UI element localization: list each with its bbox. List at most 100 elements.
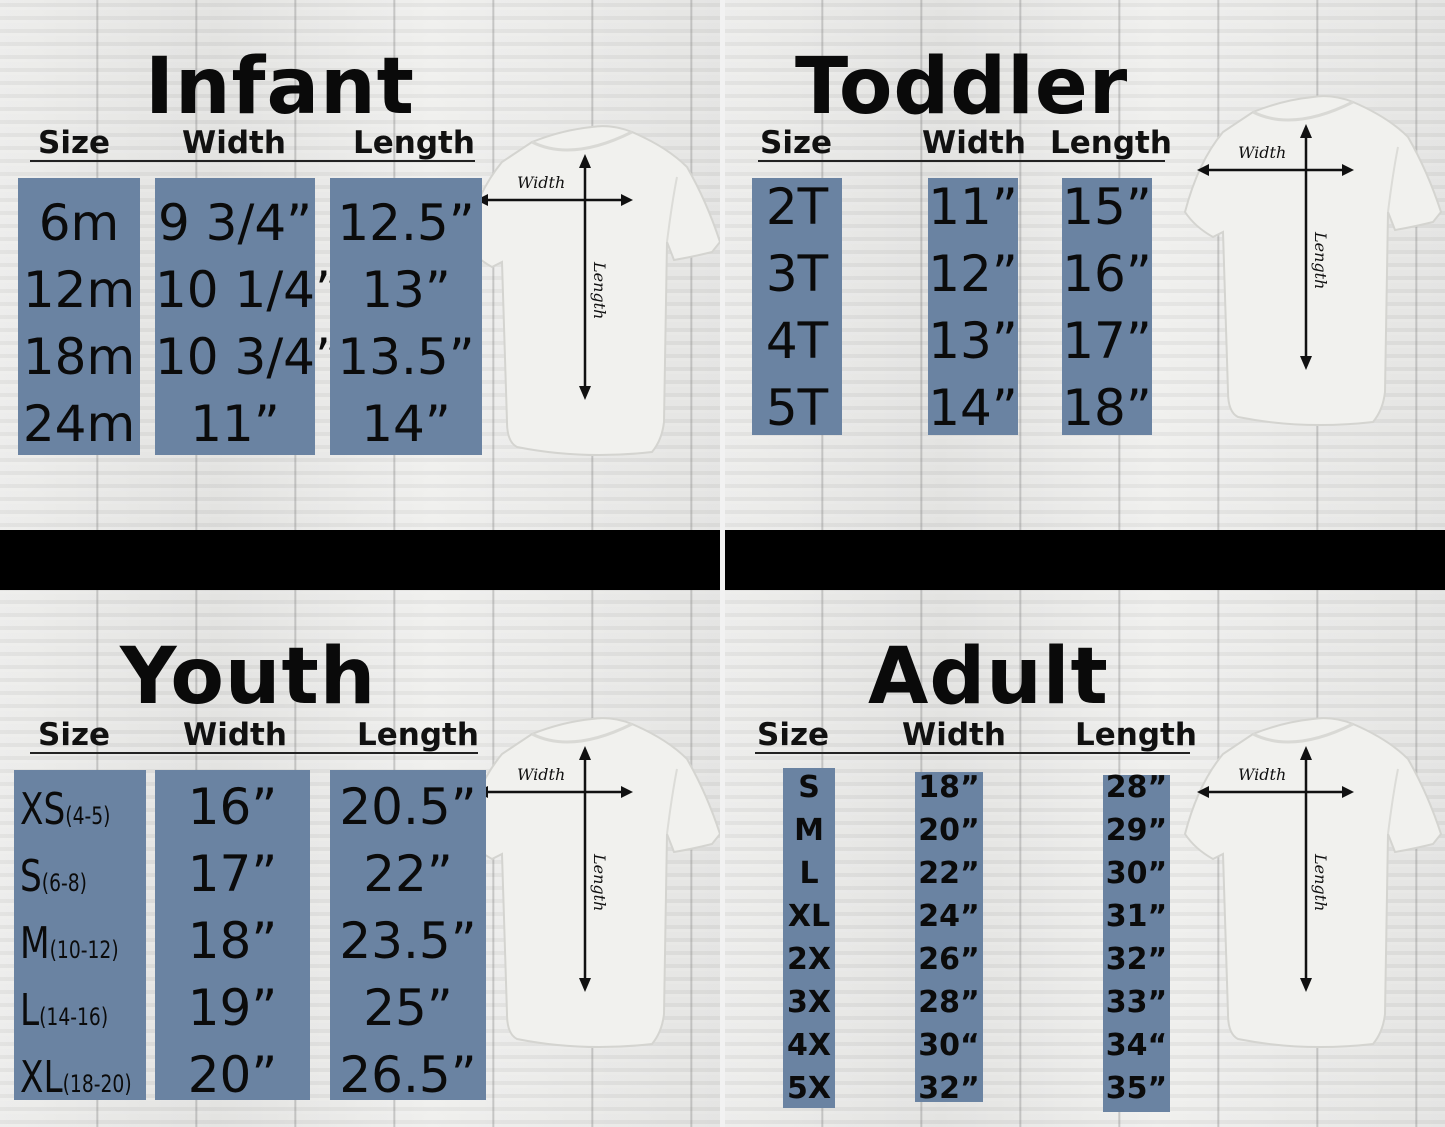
length-value: 13” [361, 261, 451, 319]
length-value: 12.5” [337, 194, 475, 252]
toddler-panel: Toddler Size Width Length Width Length 2T 3T… [725, 0, 1445, 530]
cell-width: 16” [155, 782, 310, 832]
header-length: Length [353, 125, 475, 161]
cell-width: 13” [928, 316, 1018, 366]
cell-length: 28” [1103, 773, 1170, 803]
lengths-column: 15” 16” 17” 18” [1062, 178, 1152, 435]
length-label: Length [1311, 231, 1330, 289]
length-value: 28” [1105, 770, 1168, 805]
cell-size: 5T [752, 383, 842, 433]
cell-size: S [783, 773, 835, 803]
cell-width: 11” [928, 182, 1018, 232]
length-value: 35” [1105, 1071, 1168, 1106]
sizes-column: 2T 3T 4T 5T [752, 178, 842, 435]
cell-length: 31” [1103, 902, 1170, 932]
width-value: 9 3/4” [157, 194, 313, 252]
width-value: 13” [928, 312, 1018, 370]
width-label: Width [517, 173, 565, 192]
cell-size: M(10-12) [20, 916, 119, 969]
header-length: Length [1050, 125, 1172, 161]
tshirt-diagram: Width Length [1183, 717, 1443, 1049]
cell-width: 20” [155, 1050, 310, 1100]
lengths-column: 20.5” 22” 23.5” 25” 26.5” [330, 770, 486, 1100]
cell-size: 3X [783, 988, 835, 1018]
size-value: 24m [22, 395, 136, 453]
size-value: 6m [38, 194, 120, 252]
cell-length: 15” [1062, 182, 1152, 232]
cell-length: 22” [330, 849, 486, 899]
size-value: 18m [22, 328, 136, 386]
widths-column: 16” 17” 18” 19” 20” [155, 770, 310, 1100]
cell-length: 30” [1103, 859, 1170, 889]
sizes-column: 6m 12m 18m 24m [18, 178, 140, 455]
tshirt-image: Width Length [1183, 92, 1445, 436]
cell-width: 28” [915, 988, 983, 1018]
size-value: 3X [786, 985, 831, 1020]
cell-size: 3T [752, 249, 842, 299]
cell-length: 35” [1103, 1074, 1170, 1104]
cell-width: 11” [155, 399, 315, 449]
tshirt-diagram: Width Length [462, 717, 720, 1049]
header-underline [30, 160, 475, 162]
tshirt-diagram: Width Length [462, 125, 720, 457]
width-value: 10 3/4” [155, 328, 341, 386]
cell-size: L [783, 859, 835, 889]
size-range: (6-8) [41, 869, 87, 897]
width-value: 30“ [918, 1028, 980, 1063]
length-value: 30” [1105, 856, 1168, 891]
width-value: 10 1/4” [155, 261, 341, 319]
width-value: 18” [187, 912, 278, 970]
length-label: Length [590, 853, 609, 911]
cell-width: 10 1/4” [155, 265, 341, 315]
header-size: Size [38, 717, 111, 753]
cell-length: 13.5” [330, 332, 482, 382]
cell-length: 20.5” [330, 782, 486, 832]
size-value: XL [20, 1052, 63, 1103]
infant-panel: Infant Size Width Length Width Length 6m 12m… [0, 0, 720, 530]
size-value: L [799, 856, 819, 891]
cell-length: 23.5” [330, 916, 486, 966]
width-label: Width [517, 765, 565, 784]
length-value: 15” [1062, 178, 1152, 236]
vertical-divider [720, 0, 725, 1127]
lengths-column: 28” 29” 30” 31” 32” 33” 34“ 35” [1103, 773, 1170, 1112]
length-label: Length [590, 261, 609, 319]
size-value: XS [20, 784, 66, 835]
tshirt-diagram: Width Length [1183, 95, 1443, 427]
length-value: 14” [361, 395, 451, 453]
header-underline [30, 752, 478, 754]
cell-width: 14” [928, 383, 1018, 433]
width-value: 20” [918, 813, 980, 848]
length-value: 34“ [1105, 1028, 1168, 1063]
cell-length: 18” [1062, 383, 1152, 433]
length-value: 18” [1062, 379, 1152, 437]
cell-width: 9 3/4” [155, 198, 315, 248]
cell-length: 13” [330, 265, 482, 315]
size-value: S [20, 851, 42, 902]
size-range: (4-5) [65, 802, 111, 830]
cell-length: 17” [1062, 316, 1152, 366]
widths-column: 18” 20” 22” 24” 26” 28” 30“ 32” [915, 772, 983, 1104]
youth-title: Youth [120, 632, 377, 722]
length-value: 33” [1105, 985, 1168, 1020]
length-value: 29” [1105, 813, 1168, 848]
cell-width: 24” [915, 902, 983, 932]
width-label: Width [1238, 143, 1286, 162]
widths-column: 9 3/4” 10 1/4” 10 3/4” 11” [155, 178, 341, 455]
cell-length: 12.5” [330, 198, 482, 248]
header-size: Size [757, 717, 830, 753]
size-value: 5T [765, 379, 829, 437]
cell-size: 18m [18, 332, 140, 382]
cell-size: XL [783, 902, 835, 932]
width-value: 22” [918, 856, 980, 891]
size-value: 3T [765, 245, 829, 303]
cell-width: 17” [155, 849, 310, 899]
length-value: 23.5” [339, 912, 477, 970]
size-value: M [20, 918, 50, 969]
adult-title: Adult [868, 632, 1109, 722]
width-value: 12” [928, 245, 1018, 303]
size-value: S [798, 770, 820, 805]
cell-size: 6m [18, 198, 140, 248]
size-value: 4X [786, 1028, 831, 1063]
cell-width: 18” [155, 916, 310, 966]
